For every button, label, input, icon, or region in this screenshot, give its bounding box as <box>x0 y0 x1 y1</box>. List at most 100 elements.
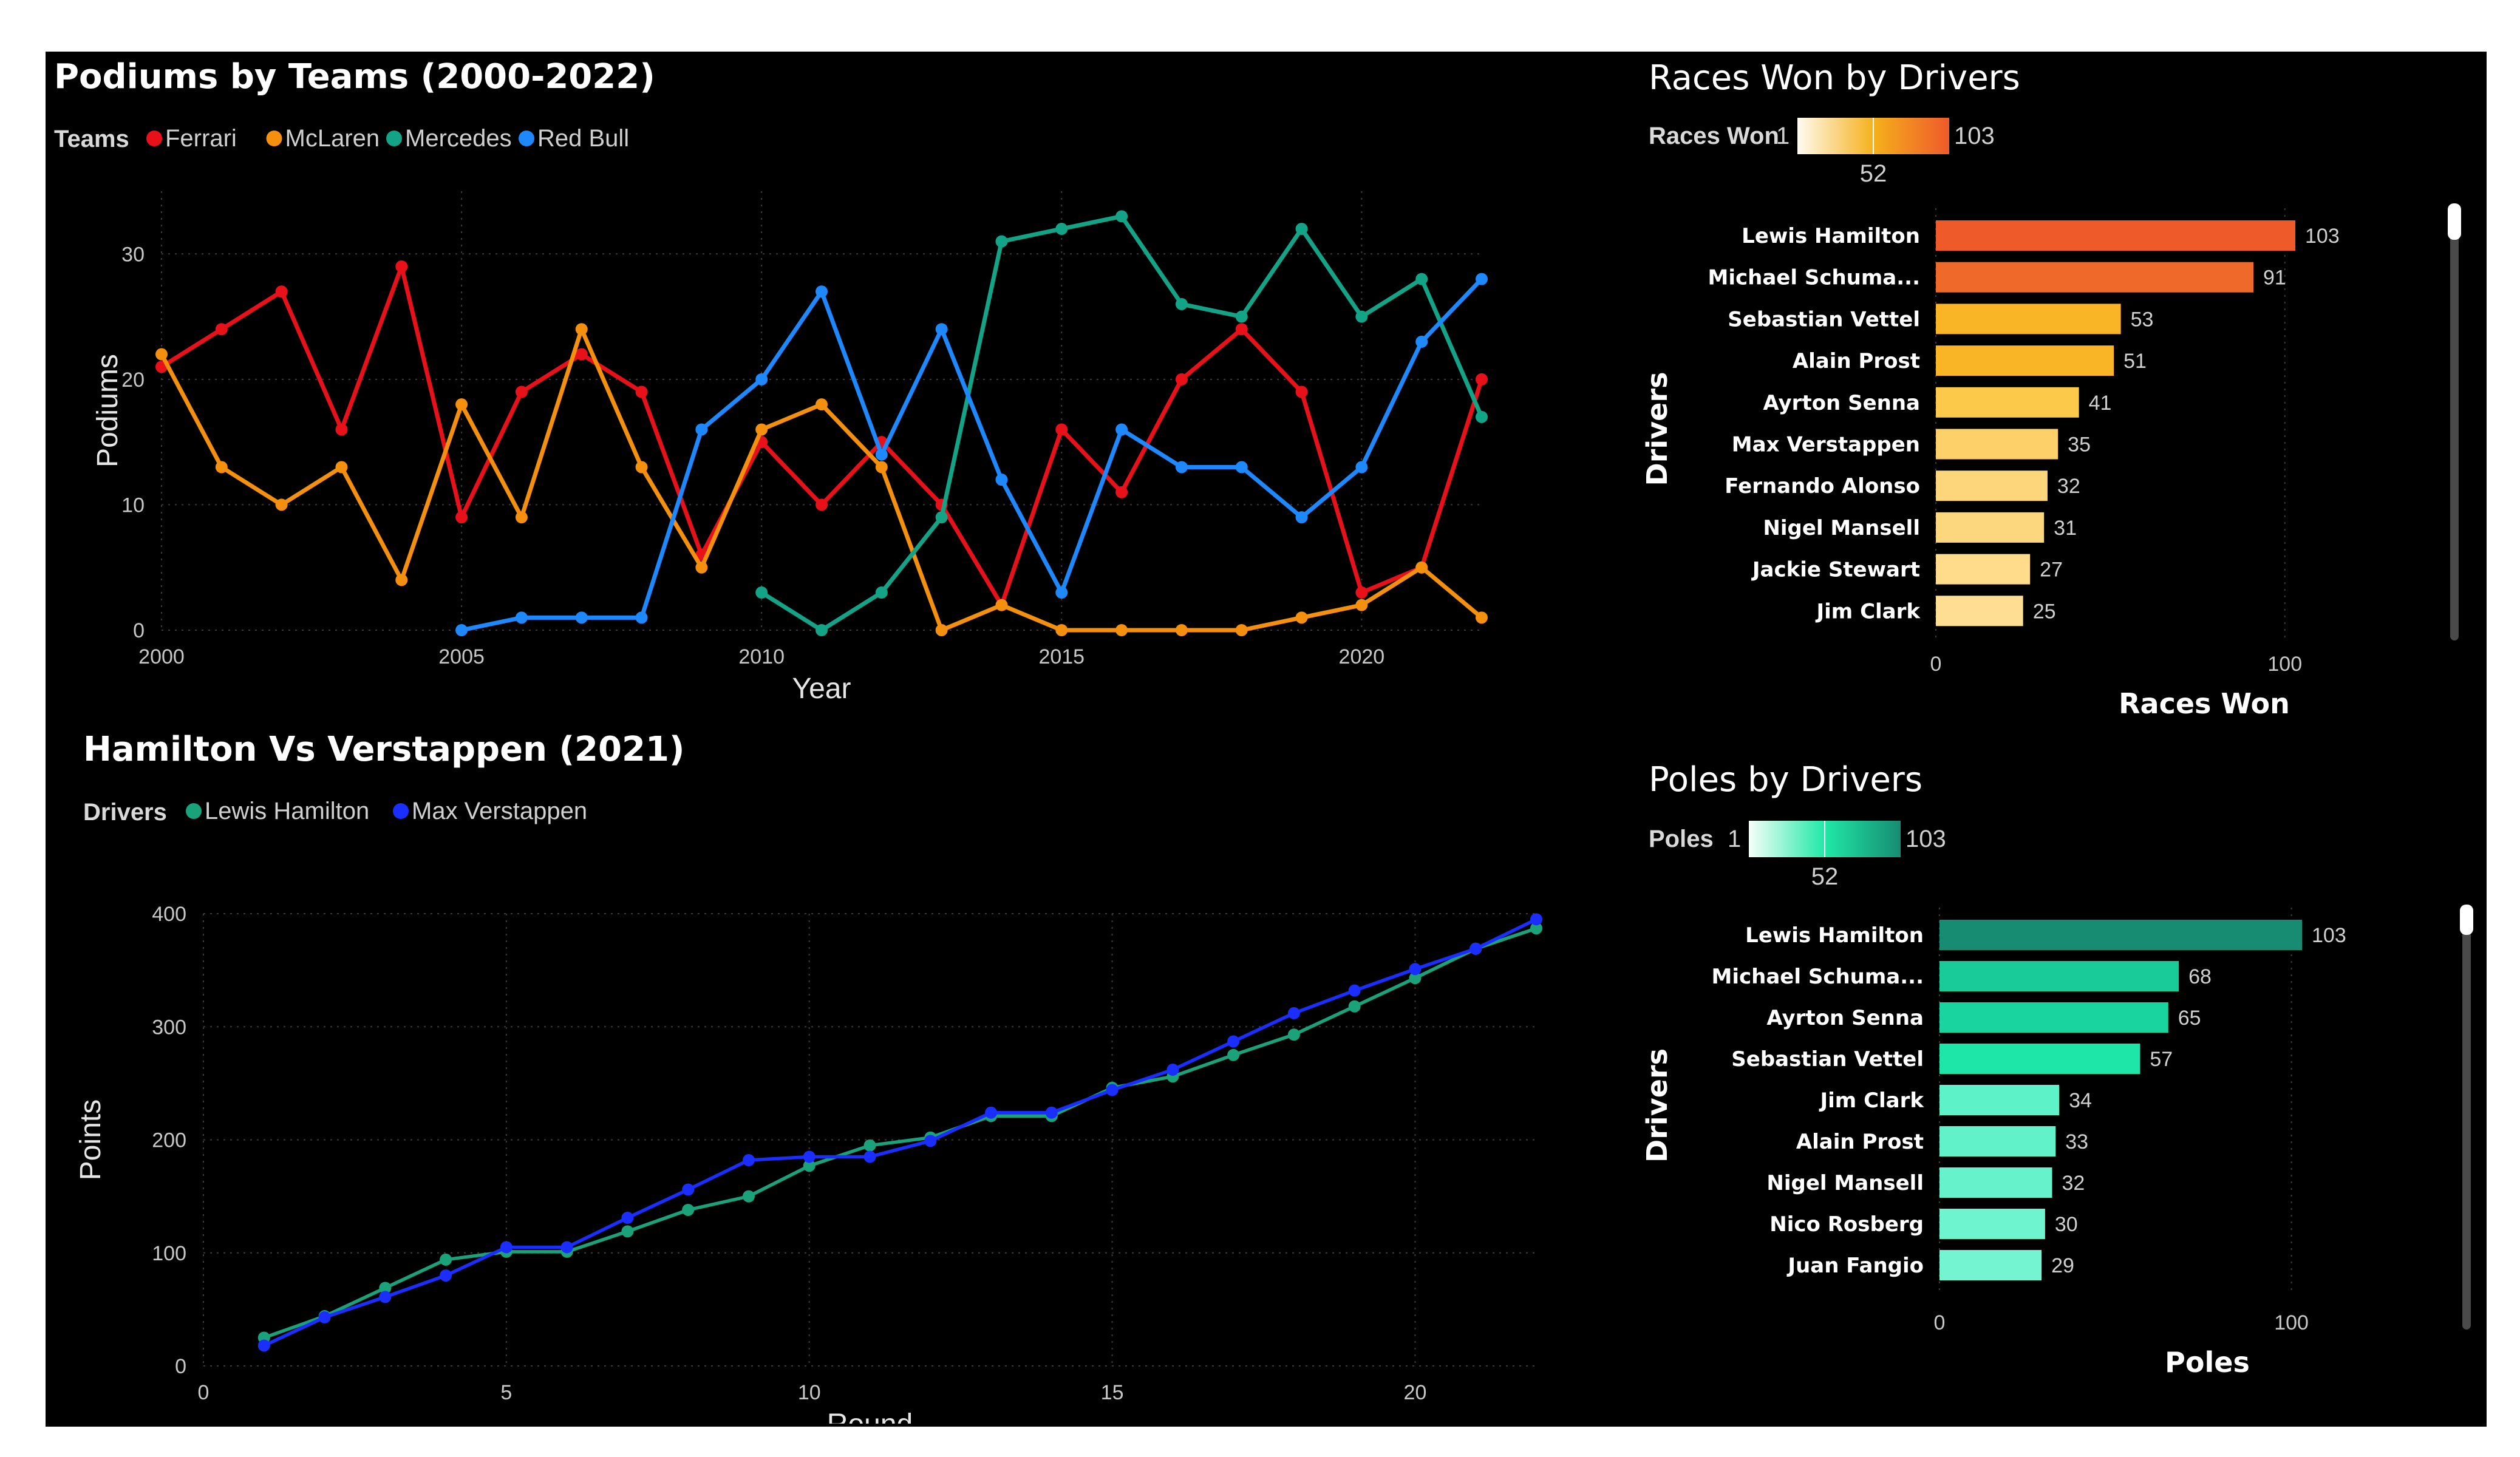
podiums-point-0-15[interactable] <box>1055 423 1068 436</box>
poles-scrollbar-track[interactable] <box>2462 905 2471 1330</box>
races-bar-row-2[interactable]: Sebastian Vettel 53 <box>1728 304 2153 335</box>
hamver-point-1-18[interactable] <box>1348 984 1361 997</box>
podiums-point-1-3[interactable] <box>335 461 348 474</box>
podiums-point-3-8[interactable] <box>935 323 948 336</box>
podiums-point-0-7[interactable] <box>575 348 588 361</box>
poles-bar-row-5[interactable]: Alain Prost 33 <box>1796 1126 2088 1156</box>
hamver-point-1-0[interactable] <box>257 1339 270 1352</box>
hamver-point-1-21[interactable] <box>1530 913 1542 926</box>
hamver-legend-item-0[interactable]: Lewis Hamilton <box>186 798 369 824</box>
podiums-point-0-22[interactable] <box>1476 373 1488 385</box>
races-scrollbar-track[interactable] <box>2450 203 2459 640</box>
podiums-point-0-6[interactable] <box>515 385 528 398</box>
podiums-point-3-10[interactable] <box>1055 586 1068 599</box>
poles-bar-4[interactable] <box>1939 1085 2060 1115</box>
podiums-chart[interactable]: Podiums by Teams (2000-2022) Teams Ferra… <box>46 52 1545 719</box>
hamver-point-1-15[interactable] <box>1166 1064 1179 1076</box>
podiums-point-3-0[interactable] <box>455 624 468 636</box>
podiums-point-2-10[interactable] <box>1355 310 1368 323</box>
podiums-point-1-20[interactable] <box>1355 599 1368 611</box>
races-bar-9[interactable] <box>1936 596 2023 627</box>
races-bar-row-1[interactable]: Michael Schuma... 91 <box>1708 262 2286 293</box>
podiums-series-line-3[interactable] <box>461 277 1483 633</box>
races-bar-4[interactable] <box>1936 387 2079 418</box>
podiums-legend-item-0[interactable]: Ferrari <box>146 125 237 152</box>
podiums-point-3-3[interactable] <box>635 611 648 624</box>
races-bar-7[interactable] <box>1936 512 2045 543</box>
podiums-point-1-8[interactable] <box>635 461 648 474</box>
hamver-point-1-17[interactable] <box>1287 1007 1300 1019</box>
poles-bar-7[interactable] <box>1939 1209 2045 1239</box>
podiums-point-3-2[interactable] <box>575 611 588 624</box>
hamver-legend[interactable]: Lewis Hamilton Max Verstappen <box>186 798 587 824</box>
podiums-point-1-22[interactable] <box>1476 611 1488 624</box>
hamver-point-1-13[interactable] <box>1045 1106 1058 1119</box>
hamver-point-0-6[interactable] <box>621 1225 634 1238</box>
podiums-point-1-18[interactable] <box>1235 624 1248 636</box>
podiums-point-2-12[interactable] <box>1476 410 1488 423</box>
poles-bar-8[interactable] <box>1939 1250 2042 1280</box>
hamver-point-1-2[interactable] <box>379 1291 392 1303</box>
podiums-point-0-17[interactable] <box>1175 373 1188 385</box>
races-bar-row-6[interactable]: Fernando Alonso 32 <box>1725 470 2080 501</box>
podiums-series-line-0[interactable] <box>160 264 1484 608</box>
hamver-point-0-10[interactable] <box>863 1139 876 1152</box>
poles-bar-row-6[interactable]: Nigel Mansell 32 <box>1766 1167 2085 1198</box>
podiums-point-1-5[interactable] <box>455 398 468 411</box>
hamver-point-0-16[interactable] <box>1227 1048 1240 1061</box>
podiums-point-1-16[interactable] <box>1115 624 1128 636</box>
poles-bar-5[interactable] <box>1939 1126 2056 1156</box>
podiums-point-2-11[interactable] <box>1415 273 1428 285</box>
podiums-legend-item-2[interactable]: Mercedes <box>386 125 512 152</box>
podiums-point-1-17[interactable] <box>1175 624 1188 636</box>
podiums-point-1-12[interactable] <box>875 461 888 474</box>
races-bar-row-0[interactable]: Lewis Hamilton 103 <box>1742 220 2340 251</box>
podiums-point-3-9[interactable] <box>995 474 1008 486</box>
podiums-point-0-16[interactable] <box>1115 486 1128 498</box>
podiums-point-1-10[interactable] <box>755 423 768 436</box>
podiums-series-3[interactable] <box>455 273 1488 636</box>
hamver-point-1-7[interactable] <box>682 1183 695 1196</box>
hamver-point-1-16[interactable] <box>1227 1035 1240 1048</box>
hamver-point-1-12[interactable] <box>985 1106 998 1119</box>
poles-chart[interactable]: Poles by Drivers Poles 1 103 52 0 100 Lewis H… <box>1588 756 2481 1424</box>
podiums-point-3-16[interactable] <box>1415 335 1428 348</box>
hamver-point-0-9[interactable] <box>803 1160 816 1172</box>
poles-bar-row-4[interactable]: Jim Clark 34 <box>1819 1085 2092 1115</box>
podiums-point-0-8[interactable] <box>635 385 648 398</box>
podiums-point-0-2[interactable] <box>275 285 288 298</box>
podiums-point-3-13[interactable] <box>1235 461 1248 474</box>
hamver-point-0-3[interactable] <box>440 1253 452 1266</box>
podiums-point-3-4[interactable] <box>695 423 708 436</box>
hamver-point-1-5[interactable] <box>560 1241 573 1254</box>
podiums-point-2-9[interactable] <box>1295 222 1308 235</box>
podiums-point-3-1[interactable] <box>515 611 528 624</box>
hamver-point-0-2[interactable] <box>379 1282 392 1294</box>
podiums-point-3-6[interactable] <box>816 285 828 298</box>
races-bar-row-5[interactable]: Max Verstappen 35 <box>1732 429 2091 460</box>
poles-scrollbar-thumb[interactable] <box>2460 905 2473 935</box>
podiums-point-0-3[interactable] <box>335 423 348 436</box>
podiums-point-1-2[interactable] <box>275 498 288 511</box>
races-bar-5[interactable] <box>1936 429 2059 460</box>
podiums-point-1-19[interactable] <box>1295 611 1308 624</box>
races-bar-row-3[interactable]: Alain Prost 51 <box>1793 345 2147 376</box>
races-bar-8[interactable] <box>1936 554 2031 585</box>
podiums-point-2-3[interactable] <box>935 511 948 524</box>
podiums-point-1-11[interactable] <box>816 398 828 411</box>
races-bar-row-7[interactable]: Nigel Mansell 31 <box>1763 512 2077 543</box>
podiums-point-2-5[interactable] <box>1055 222 1068 235</box>
hamver-series-line-1[interactable] <box>263 917 1538 1347</box>
podiums-point-1-0[interactable] <box>155 348 168 361</box>
races-bar-0[interactable] <box>1936 220 2295 251</box>
poles-bar-row-2[interactable]: Ayrton Senna 65 <box>1766 1002 2201 1033</box>
podiums-point-3-11[interactable] <box>1115 423 1128 436</box>
poles-bar-row-8[interactable]: Juan Fangio 29 <box>1786 1250 2074 1280</box>
poles-bar-row-3[interactable]: Sebastian Vettel 57 <box>1731 1044 2173 1074</box>
hamver-point-1-14[interactable] <box>1106 1084 1119 1096</box>
podiums-series-0[interactable] <box>155 260 1488 611</box>
hamver-point-1-11[interactable] <box>924 1135 937 1147</box>
podiums-series-1[interactable] <box>155 323 1488 636</box>
podiums-point-0-11[interactable] <box>816 498 828 511</box>
